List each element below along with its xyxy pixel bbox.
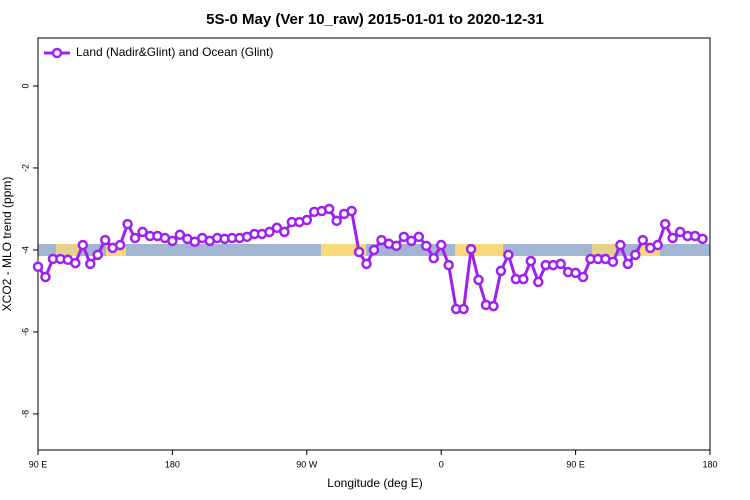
data-point	[264, 226, 275, 238]
data-point	[279, 226, 290, 238]
data-point	[533, 276, 544, 288]
legend-marker	[51, 47, 63, 59]
data-point	[77, 239, 89, 251]
data-point	[465, 243, 477, 255]
data-point	[391, 240, 402, 252]
x-tick-label: 90 W	[296, 459, 318, 469]
data-point	[697, 233, 708, 245]
data-point	[630, 249, 641, 261]
data-point	[301, 214, 313, 226]
data-point	[607, 256, 619, 268]
x-tick-label: 90 E	[29, 459, 48, 469]
data-point	[331, 215, 342, 227]
y-axis-label: XCO2 - MLO trend (ppm)	[0, 177, 14, 312]
data-point	[368, 244, 380, 256]
x-tick-label: 0	[439, 459, 444, 469]
y-tick-label: -2	[20, 164, 30, 172]
data-point	[85, 258, 96, 270]
data-point	[674, 226, 686, 238]
data-point	[473, 274, 484, 286]
data-point	[428, 252, 439, 264]
data-point	[488, 300, 499, 312]
data-point	[406, 235, 417, 247]
data-point	[122, 218, 133, 230]
data-point	[70, 257, 81, 269]
data-point	[443, 259, 454, 271]
data-point	[323, 203, 335, 215]
data-point	[637, 234, 649, 246]
data-point	[271, 222, 283, 234]
data-point	[40, 271, 51, 283]
data-point	[114, 239, 126, 251]
data-point	[398, 231, 410, 243]
chart-title: 5S-0 May (Ver 10_raw) 2015-01-01 to 2020…	[206, 11, 544, 28]
y-tick-label: 0	[20, 83, 30, 88]
land-band	[592, 244, 616, 256]
data-point	[174, 229, 186, 241]
x-axis-label: Longitude (deg E)	[327, 476, 422, 490]
data-point	[137, 226, 148, 238]
x-tick-label: 180	[702, 459, 717, 469]
data-point	[495, 265, 507, 277]
y-tick-label: -8	[20, 410, 30, 418]
data-point	[435, 239, 447, 251]
land-band	[56, 244, 80, 256]
data-point	[659, 218, 671, 230]
data-point	[518, 273, 529, 285]
data-point	[346, 205, 357, 217]
plot-frame	[37, 37, 711, 451]
data-point	[32, 261, 44, 273]
data-point	[99, 234, 111, 246]
data-point	[577, 271, 589, 283]
x-tick-label: 180	[165, 459, 180, 469]
data-point	[413, 231, 425, 243]
land-band	[455, 244, 503, 256]
legend-label: Land (Nadir&Glint) and Ocean (Glint)	[76, 45, 273, 59]
data-point	[361, 258, 372, 270]
data-point	[92, 249, 103, 261]
data-point	[167, 235, 178, 247]
data-point	[652, 239, 663, 251]
y-tick-label: -4	[20, 246, 30, 254]
data-point	[615, 239, 626, 251]
data-point	[353, 246, 365, 258]
data-point	[503, 249, 514, 261]
x-tick-label: 90 E	[566, 459, 585, 469]
data-point	[622, 258, 634, 270]
data-point	[458, 303, 469, 315]
data-point	[667, 232, 678, 244]
data-point	[555, 258, 566, 270]
data-point	[570, 267, 581, 279]
data-point	[525, 255, 537, 267]
y-tick-label: -6	[20, 328, 30, 336]
data-point	[421, 240, 432, 252]
data-point	[129, 232, 141, 244]
